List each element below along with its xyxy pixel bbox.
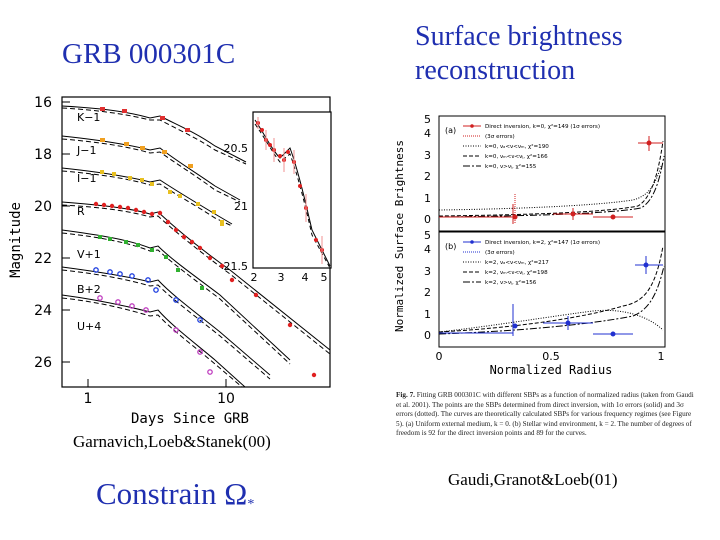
light-curve-xlabel: Days Since GRB (131, 411, 249, 427)
panel-a-legend: Direct inversion, k=0, χ²=149 (1σ errors… (463, 123, 600, 170)
panel-b-legend-3: k=2, νₘ<ν<νⱼ, χ²=198 (485, 269, 548, 276)
points-k (100, 107, 190, 132)
inset-xtick-2: 2 (251, 271, 258, 284)
band-label-i: I−1 (77, 172, 96, 185)
panel-b-legend-4: k=2, ν>νⱼ, χ²=156 (485, 279, 537, 286)
panel-a-legend-2: k=0, νₐ<ν<νₘ, χ²=190 (485, 143, 549, 150)
xtick-10: 10 (217, 391, 235, 407)
sb-xlabel: Normalized Radius (490, 363, 613, 377)
panel-a-frame (438, 115, 666, 232)
constrain-sub: * (247, 497, 255, 512)
model-line-k (61, 105, 247, 163)
model-line-v (61, 229, 291, 361)
figure-caption: Fig. 7. Fitting GRB 000301C with differe… (396, 391, 696, 439)
panel-b-ytick-5: 5 (424, 229, 431, 242)
model-line-j-dashed (61, 138, 241, 203)
inset-ytick-21: 21 (234, 200, 248, 213)
sb-panel-b: 0 1 2 3 4 5 (b) Direct inversion, k=2, χ… (424, 229, 666, 377)
panel-b-ytick-2: 2 (424, 286, 431, 299)
panel-a-ytick-2: 2 (424, 170, 431, 183)
model-line-v-dashed (61, 232, 291, 365)
ytick-24: 24 (34, 303, 52, 319)
panel-b-legend-0: Direct inversion, k=2, χ²=147 (1σ errors… (485, 239, 600, 246)
figure-caption-text: Fitting GRB 000301C with different SBPs … (396, 391, 694, 437)
sb-panel-a: 0 1 2 3 4 5 (a) Direct inversion, k=0, χ… (424, 113, 666, 232)
panel-a-label: (a) (445, 126, 456, 135)
inset-xtick-4: 4 (302, 271, 309, 284)
points-v (98, 235, 204, 290)
panel-b-ytick-3: 3 (424, 265, 431, 278)
constrain-omega-text: Constrain Ω* (96, 476, 254, 513)
model-line-j (61, 135, 241, 201)
panel-b-legend-1: (3σ errors) (485, 250, 515, 256)
inset-xtick-3: 3 (278, 271, 285, 284)
band-label-k: K−1 (77, 111, 100, 124)
right-title-line2: reconstruction (415, 54, 576, 86)
points-r (93, 201, 317, 378)
panel-b-model-curves (438, 245, 665, 335)
model-line-b-dashed (61, 269, 271, 380)
band-label-r: R (77, 205, 85, 218)
points-j (100, 138, 193, 168)
sb-xtick-0: 0 (436, 350, 443, 363)
model-line-r-dashed (61, 204, 331, 355)
panel-a-ytick-1: 1 (424, 192, 431, 205)
left-citation: Garnavich,Loeb&Stanek(00) (73, 432, 271, 451)
points-b (93, 267, 203, 323)
ytick-26: 26 (34, 355, 52, 371)
panel-b-label: (b) (445, 242, 456, 251)
panel-a-model-curves (438, 140, 665, 218)
band-label-u: U+4 (77, 320, 101, 333)
inset-ytick-21-5: 21.5 (224, 260, 249, 273)
light-curve-yticks: 16 18 20 22 24 26 (34, 95, 70, 371)
band-label-v: V+1 (77, 248, 101, 261)
panel-a-legend-4: k=0, ν>νⱼ, χ²=155 (485, 163, 537, 170)
panel-b-ytick-4: 4 (424, 243, 431, 256)
panel-a-points (439, 136, 663, 224)
panel-a-ytick-3: 3 (424, 149, 431, 162)
model-line-u (61, 294, 246, 388)
light-curve-figure: 16 18 20 22 24 26 Magnitude 1 10 Days Si… (8, 95, 332, 427)
panel-a-legend-0: Direct inversion, k=0, χ²=149 (1σ errors… (485, 123, 600, 130)
band-label-j: J−1 (76, 144, 96, 157)
right-title: Surface brightness reconstruction (415, 20, 705, 87)
panel-b-ytick-0: 0 (424, 329, 431, 342)
constrain-main: Constrain Ω (96, 476, 248, 511)
ytick-20: 20 (34, 199, 52, 215)
panel-b-legend-2: k=2, νₐ<ν<νₘ, χ²=217 (485, 259, 549, 266)
xtick-1: 1 (84, 391, 93, 407)
light-curve-points (93, 107, 317, 378)
figure-caption-label: Fig. 7. (396, 391, 415, 399)
light-curve-ylabel: Magnitude (8, 202, 24, 278)
model-line-k-dashed (61, 107, 247, 165)
sb-xtick-1: 1 (658, 350, 665, 363)
band-label-b: B+2 (77, 283, 101, 296)
panel-b-points (439, 256, 663, 337)
panel-a-ytick-4: 4 (424, 127, 431, 140)
panel-b-frame (438, 231, 666, 348)
surface-brightness-figure: Normalized Surface Brightness 0 1 2 3 4 … (393, 113, 666, 377)
ytick-22: 22 (34, 251, 52, 267)
model-line-i (61, 167, 233, 225)
panel-b-ytick-1: 1 (424, 308, 431, 321)
ytick-18: 18 (34, 147, 52, 163)
left-title: GRB 000301C (62, 38, 236, 70)
inset-xtick-5: 5 (321, 271, 328, 284)
inset-ytick-20-5: 20.5 (224, 142, 249, 155)
panel-b-legend: Direct inversion, k=2, χ²=147 (1σ errors… (463, 239, 600, 286)
sb-xtick-0-5: 0.5 (542, 350, 560, 363)
model-line-i-dashed (61, 170, 233, 227)
right-citation: Gaudi,Granot&Loeb(01) (448, 470, 618, 489)
panel-a-legend-3: k=0, νₘ<ν<νⱼ, χ²=166 (485, 153, 548, 160)
inset-plot: 20.5 21 21.5 2 3 4 5 (224, 111, 332, 284)
model-line-u-dashed (61, 297, 243, 388)
sb-ylabel: Normalized Surface Brightness (393, 140, 406, 332)
ytick-16: 16 (34, 95, 52, 111)
panel-a-ytick-5: 5 (424, 113, 431, 126)
panel-a-ytick-0: 0 (424, 213, 431, 226)
points-u (97, 295, 213, 375)
points-i (100, 170, 224, 226)
panel-a-legend-1: (3σ errors) (485, 134, 515, 140)
right-title-line1: Surface brightness (415, 21, 623, 52)
